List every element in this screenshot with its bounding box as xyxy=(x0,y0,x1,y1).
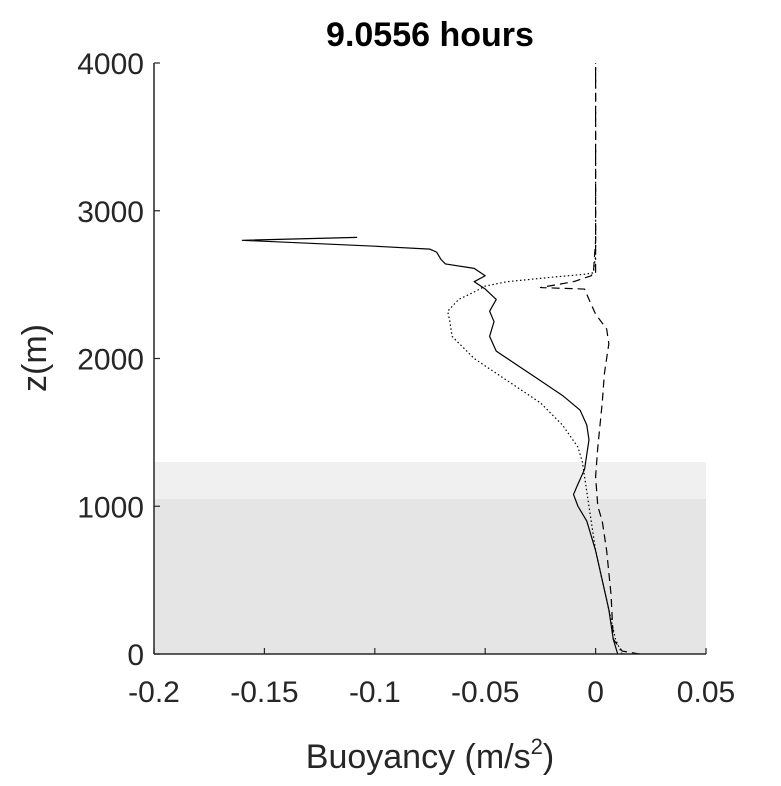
y-tick-label: 4000 xyxy=(77,48,144,81)
series-line-solid xyxy=(241,236,619,655)
y-tick-label: 0 xyxy=(127,639,144,672)
y-tick-label: 2000 xyxy=(77,344,144,377)
x-tick-label: -0.15 xyxy=(230,676,298,709)
x-tick-label: -0.2 xyxy=(128,676,180,709)
x-axis-title-superscript: 2 xyxy=(531,734,543,759)
series-line-dashed xyxy=(539,63,640,655)
shaded-band-1 xyxy=(154,461,706,499)
x-axis-title-main: Buoyancy (m/s xyxy=(306,738,531,776)
series-lines xyxy=(241,63,640,655)
series-line-dotted xyxy=(447,225,623,655)
axes xyxy=(153,62,707,655)
chart-title: 9.0556 hours xyxy=(326,16,534,54)
y-tick-label: 1000 xyxy=(77,491,144,524)
x-tick-label: -0.05 xyxy=(451,676,519,709)
y-axis-title: z(m) xyxy=(16,324,54,392)
x-tick-label: 0 xyxy=(587,676,604,709)
x-axis-title: Buoyancy (m/s2) xyxy=(306,734,554,776)
x-tick-label: 0.05 xyxy=(677,676,735,709)
x-axis-title-suffix: ) xyxy=(543,738,554,776)
x-tick-label: -0.1 xyxy=(349,676,401,709)
shaded-bands xyxy=(154,461,706,654)
y-tick-label: 3000 xyxy=(77,196,144,229)
tick-labels: -0.2 -0.15 -0.1 -0.05 0 0.05 0 1000 2000 3000 4000 xyxy=(77,48,735,709)
shaded-band-0 xyxy=(154,498,706,654)
